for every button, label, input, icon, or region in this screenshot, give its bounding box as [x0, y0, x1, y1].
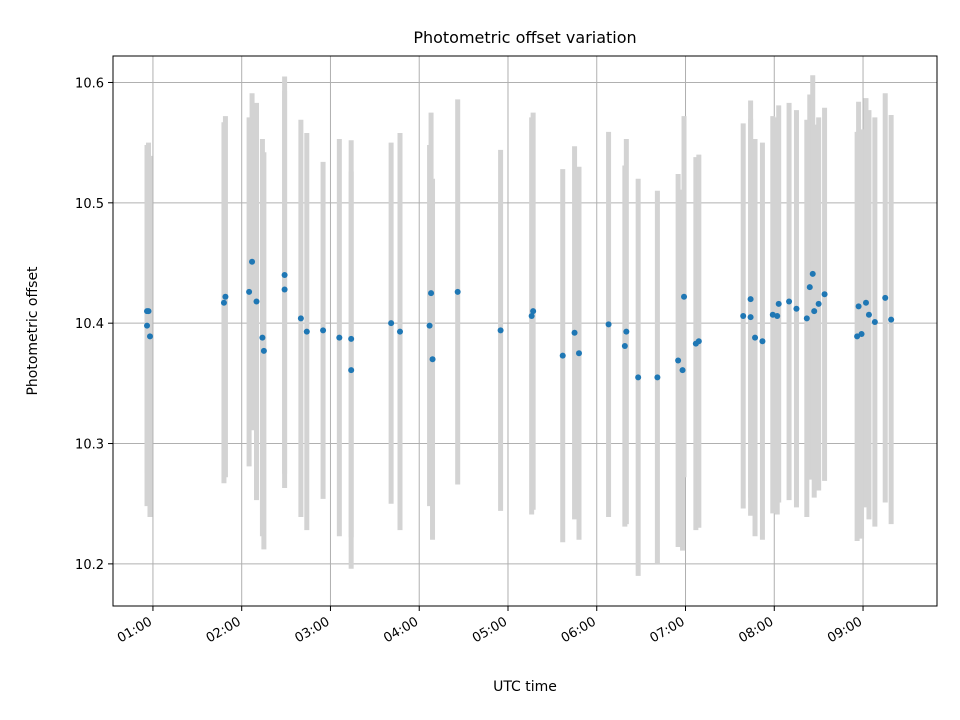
data-point: [858, 331, 865, 338]
data-point: [259, 334, 266, 341]
data-point: [336, 334, 343, 341]
data-point: [654, 374, 661, 381]
data-point: [388, 320, 395, 327]
data-point: [320, 327, 327, 334]
data-point: [249, 258, 256, 265]
plot-frame: [112, 55, 938, 607]
data-point: [854, 333, 861, 340]
data-point: [281, 272, 288, 279]
data-point: [303, 328, 310, 335]
data-point: [747, 296, 754, 303]
data-point: [806, 284, 813, 291]
x-tick-label: 09:00: [825, 614, 865, 646]
data-point: [348, 335, 355, 342]
y-tick-label: 10.2: [75, 558, 104, 573]
data-point: [752, 334, 759, 341]
data-point: [621, 343, 628, 350]
data-point: [759, 338, 766, 345]
y-ticks: 10.2 10.3 10.4 10.5 10.6: [75, 76, 113, 573]
data-point: [253, 298, 260, 305]
data-point: [454, 288, 461, 295]
data-point: [793, 305, 800, 312]
data-point: [815, 300, 822, 307]
data-point: [281, 286, 288, 293]
data-point: [786, 298, 793, 305]
data-point: [145, 308, 152, 315]
y-tick-label: 10.4: [75, 317, 104, 332]
data-point: [575, 350, 582, 357]
data-point: [882, 294, 889, 301]
data-point: [144, 322, 151, 329]
data-point: [679, 367, 686, 374]
data-point: [396, 328, 403, 335]
data-point: [774, 312, 781, 319]
x-tick-label: 08:00: [736, 614, 776, 646]
data-point: [740, 312, 747, 319]
x-tick-label: 06:00: [559, 614, 599, 646]
data-point: [811, 308, 818, 315]
x-tick-label: 07:00: [648, 614, 688, 646]
data-point: [528, 312, 535, 319]
data-point: [348, 367, 355, 374]
data-point: [809, 270, 816, 277]
data-point: [695, 338, 702, 345]
x-tick-label: 01:00: [115, 614, 155, 646]
data-point: [429, 356, 436, 363]
data-point: [297, 315, 304, 322]
chart-title: Photometric offset variation: [413, 28, 636, 47]
data-point: [559, 352, 566, 359]
data-point: [623, 328, 630, 335]
y-tick-label: 10.5: [75, 197, 104, 212]
data-point: [681, 293, 688, 300]
data-point: [428, 290, 435, 297]
data-point: [222, 293, 229, 300]
data-point: [775, 300, 782, 307]
x-axis-label: UTC time: [493, 679, 557, 695]
data-point: [246, 288, 253, 295]
data-point: [497, 327, 504, 334]
data-point: [871, 318, 878, 325]
y-axis-label: Photometric offset: [25, 266, 41, 396]
y-tick-label: 10.3: [75, 438, 104, 453]
data-point: [865, 311, 872, 318]
x-ticks: 01:00 02:00 03:00 04:00 05:00 06:00 07:00 08:00…: [115, 606, 865, 646]
y-tick-label: 10.6: [75, 76, 104, 91]
data-point: [146, 333, 153, 340]
data-point: [747, 314, 754, 321]
data-point: [855, 303, 862, 310]
data-point: [220, 299, 227, 306]
data-point: [888, 316, 895, 323]
data-point: [821, 291, 828, 298]
data-point: [675, 357, 682, 364]
data-point: [803, 315, 810, 322]
data-point: [605, 321, 612, 328]
error-bars: [144, 75, 894, 576]
data-point: [260, 347, 267, 354]
data-point: [635, 374, 642, 381]
data-point: [426, 322, 433, 329]
x-tick-label: 05:00: [470, 614, 510, 646]
data-point: [862, 299, 869, 306]
x-tick-label: 02:00: [204, 614, 244, 646]
x-tick-label: 04:00: [381, 614, 421, 646]
data-point: [571, 329, 578, 336]
data-points: [144, 258, 895, 381]
data-point: [530, 308, 537, 315]
x-tick-label: 03:00: [293, 614, 333, 646]
